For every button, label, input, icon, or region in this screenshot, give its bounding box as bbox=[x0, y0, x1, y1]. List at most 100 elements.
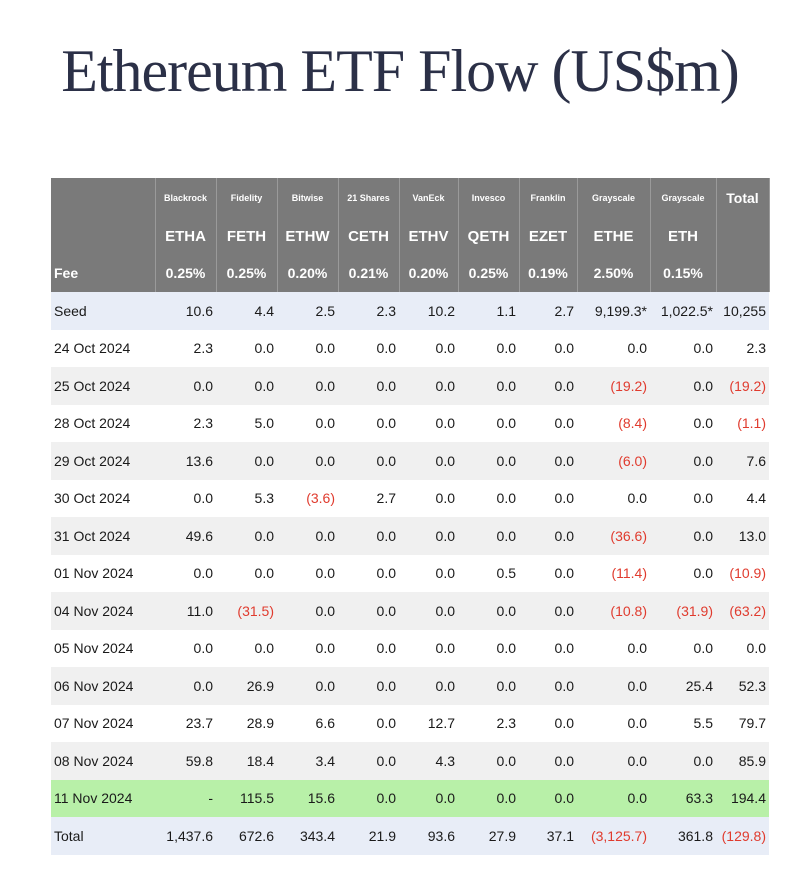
flow-value: 0.0 bbox=[627, 640, 647, 657]
flow-value: (3,125.7) bbox=[577, 817, 650, 855]
flow-value: 0.0 bbox=[216, 442, 277, 480]
flow-value: 0.0 bbox=[693, 640, 713, 657]
flow-value: 79.7 bbox=[738, 715, 766, 732]
fee-cell: 0.25% bbox=[155, 254, 217, 292]
flow-value: 115.5 bbox=[216, 779, 277, 817]
flow-value: 0.0 bbox=[338, 592, 399, 630]
ticker-header-cell bbox=[51, 218, 156, 254]
flow-value: 0.0 bbox=[627, 490, 647, 507]
table-row: 08 Nov 2024 59.8 18.4 3.4 0.0 4.3 0.0 0.0 0.0 0.0… bbox=[51, 742, 769, 780]
fee-cell: 0.25% bbox=[458, 254, 520, 292]
flow-value: 2.7 bbox=[519, 292, 577, 330]
flow-value: 0.5 bbox=[496, 565, 516, 582]
table-row: 01 Nov 2024 0.0 0.0 0.0 0.0 0.0 0.5 0.0 (11.4) 0.… bbox=[51, 555, 769, 593]
flow-value: 13.0 bbox=[716, 517, 769, 555]
ticker-header-cell: EZET bbox=[519, 218, 578, 254]
flow-value: 0.0 bbox=[554, 715, 574, 732]
ticker-header-cell: ETH bbox=[650, 218, 717, 254]
flow-value: (3.6) bbox=[306, 490, 335, 507]
flow-value: 0.0 bbox=[376, 415, 396, 432]
flow-value: 2.3 bbox=[496, 715, 516, 732]
flow-value: 0.0 bbox=[254, 565, 274, 582]
fee-row: Fee 0.25% 0.25% 0.20% 0.21% 0.20% 0.25% 0.19% 2.… bbox=[51, 254, 770, 292]
flow-value: 0.0 bbox=[519, 442, 577, 480]
table-row: 04 Nov 2024 11.0 (31.5) 0.0 0.0 0.0 0.0 0.0 (10.… bbox=[51, 592, 769, 630]
row-label: 24 Oct 2024 bbox=[54, 340, 131, 357]
issuer-header-cell: Total bbox=[716, 178, 770, 218]
flow-value: 0.0 bbox=[458, 779, 519, 817]
row-label: Seed bbox=[51, 292, 155, 330]
flow-value: 85.9 bbox=[716, 742, 769, 780]
ticker-header-row: ETHA FETH ETHW CETH ETHV QETH EZET ETHE ETH bbox=[51, 218, 770, 254]
flow-value: 10,255 bbox=[716, 292, 769, 330]
flow-value: 0.0 bbox=[519, 667, 577, 705]
flow-value: (129.8) bbox=[716, 817, 769, 855]
ticker-header-cell: CETH bbox=[338, 218, 400, 254]
row-label: 01 Nov 2024 bbox=[54, 565, 134, 582]
issuer-header-cell: VanEck bbox=[399, 178, 459, 218]
table-row: 07 Nov 2024 23.7 28.9 6.6 0.0 12.7 2.3 0.0 0.0 5.… bbox=[51, 705, 769, 743]
flow-value: 0.0 bbox=[315, 565, 335, 582]
row-label: 25 Oct 2024 bbox=[51, 367, 155, 405]
flow-value: 0.0 bbox=[650, 442, 716, 480]
flow-value: 0.0 bbox=[338, 442, 399, 480]
flow-value: 11.0 bbox=[155, 592, 216, 630]
flow-value: 0.0 bbox=[458, 592, 519, 630]
flow-value: 37.1 bbox=[519, 817, 577, 855]
flow-value: 0.0 bbox=[496, 340, 516, 357]
flow-value: 2.5 bbox=[277, 292, 338, 330]
flow-value: (63.2) bbox=[716, 592, 769, 630]
flow-value: 0.0 bbox=[519, 592, 577, 630]
flow-value: 0.0 bbox=[554, 565, 574, 582]
flow-value: (36.6) bbox=[577, 517, 650, 555]
flow-value: 0.0 bbox=[519, 367, 577, 405]
page-title: Ethereum ETF Flow (US$m) bbox=[61, 38, 740, 104]
flow-value: 0.0 bbox=[554, 340, 574, 357]
flow-value: 0.0 bbox=[577, 742, 650, 780]
row-label: 08 Nov 2024 bbox=[51, 742, 155, 780]
flow-value: 0.0 bbox=[399, 592, 458, 630]
flow-value: 0.0 bbox=[650, 742, 716, 780]
flow-value: 0.0 bbox=[376, 340, 396, 357]
flow-value: 0.0 bbox=[277, 667, 338, 705]
table-row: 31 Oct 2024 49.6 0.0 0.0 0.0 0.0 0.0 0.0 (36.6) 0… bbox=[51, 517, 769, 555]
flow-value: 0.0 bbox=[519, 742, 577, 780]
flow-value: 0.0 bbox=[399, 779, 458, 817]
flow-value: 0.0 bbox=[577, 667, 650, 705]
flow-value: 0.0 bbox=[496, 490, 516, 507]
flow-value: 0.0 bbox=[338, 779, 399, 817]
row-label: Total bbox=[51, 817, 155, 855]
flow-value: - bbox=[155, 779, 216, 817]
flow-value: 0.0 bbox=[458, 517, 519, 555]
flow-value: 0.0 bbox=[315, 340, 335, 357]
flow-value: 13.6 bbox=[155, 442, 216, 480]
issuer-header-cell: Bitwise bbox=[277, 178, 339, 218]
table-row: 28 Oct 2024 2.3 5.0 0.0 0.0 0.0 0.0 0.0 (8.4) 0.0… bbox=[51, 405, 769, 443]
table-row: 29 Oct 2024 13.6 0.0 0.0 0.0 0.0 0.0 0.0 (6.0) 0.… bbox=[51, 442, 769, 480]
flow-value: 0.0 bbox=[577, 779, 650, 817]
flow-value: 0.0 bbox=[399, 667, 458, 705]
flow-value: (31.9) bbox=[650, 592, 716, 630]
flow-value: 0.0 bbox=[435, 340, 455, 357]
flow-value: 0.0 bbox=[315, 415, 335, 432]
flow-value: 0.0 bbox=[376, 715, 396, 732]
flow-value: 6.6 bbox=[315, 715, 335, 732]
flow-value: (8.4) bbox=[618, 415, 647, 432]
flow-value: (1.1) bbox=[737, 415, 766, 432]
issuer-header-cell: Blackrock bbox=[155, 178, 217, 218]
flow-value: 0.0 bbox=[693, 415, 713, 432]
flow-value: 12.7 bbox=[427, 715, 455, 732]
flow-value: 0.0 bbox=[693, 340, 713, 357]
flow-value: 0.0 bbox=[277, 592, 338, 630]
flow-value: 26.9 bbox=[216, 667, 277, 705]
flow-value: 18.4 bbox=[216, 742, 277, 780]
flow-value: 0.0 bbox=[376, 640, 396, 657]
ticker-header-cell: ETHA bbox=[155, 218, 217, 254]
issuer-header-cell: Fidelity bbox=[216, 178, 278, 218]
flow-value: 0.0 bbox=[458, 442, 519, 480]
flow-value: 28.9 bbox=[246, 715, 274, 732]
flow-value: 0.0 bbox=[496, 415, 516, 432]
flow-value: 3.4 bbox=[277, 742, 338, 780]
total-row: Total 1,437.6 672.6 343.4 21.9 93.6 27.9 37.1 (3… bbox=[51, 817, 769, 855]
flow-value: 0.0 bbox=[458, 667, 519, 705]
